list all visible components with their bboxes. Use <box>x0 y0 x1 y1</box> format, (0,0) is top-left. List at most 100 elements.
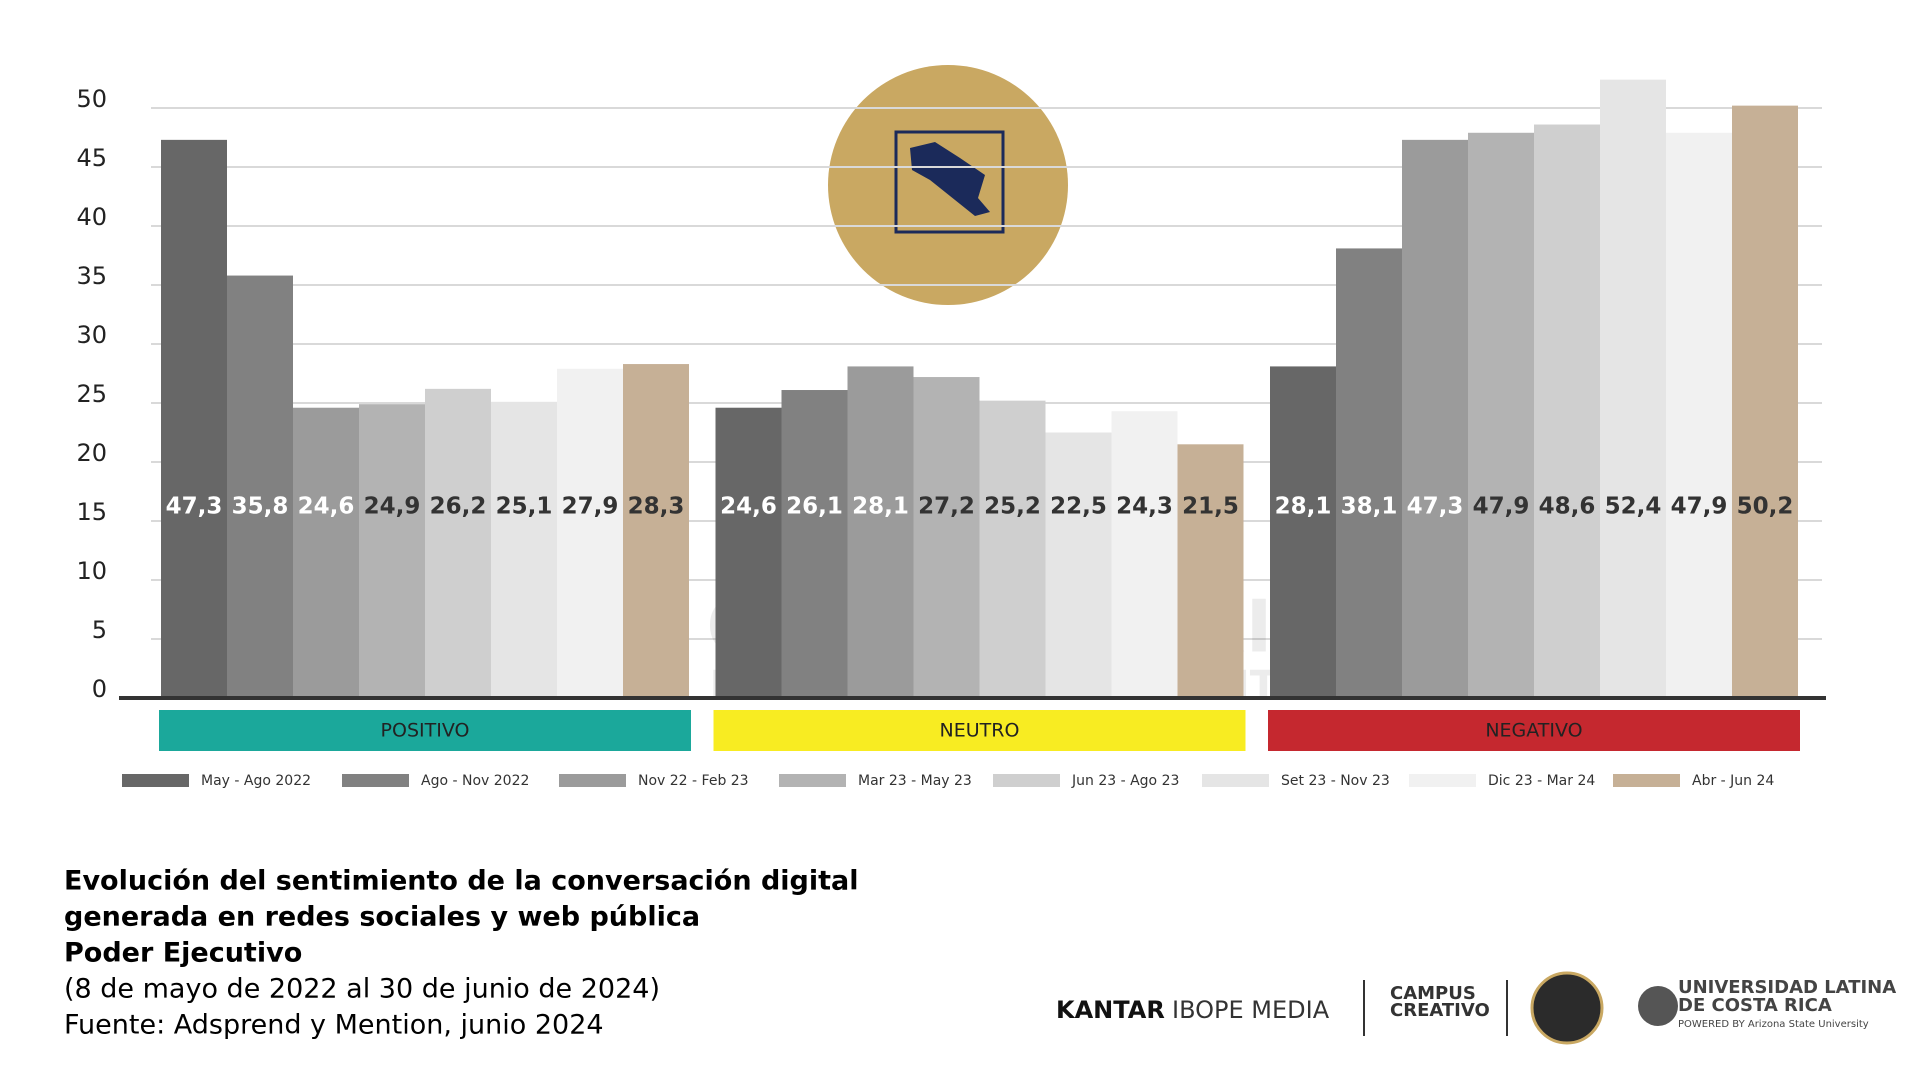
legend-swatch <box>993 774 1060 787</box>
value-label: 26,2 <box>430 494 487 520</box>
globe-icon <box>1638 986 1678 1026</box>
value-label: 50,2 <box>1737 494 1794 520</box>
bar <box>1600 79 1666 699</box>
bar <box>293 407 359 698</box>
title-line: generada en redes sociales y web pública <box>64 902 700 933</box>
value-label: 52,4 <box>1605 494 1662 520</box>
y-tick-label: 0 <box>92 675 107 703</box>
value-label: 47,9 <box>1671 494 1728 520</box>
bar <box>557 368 623 698</box>
logo-powered: POWERED BY Arizona State University <box>1678 1019 1869 1030</box>
bar <box>1732 105 1798 698</box>
category-label: NEGATIVO <box>1485 720 1582 742</box>
y-tick-label: 5 <box>92 616 107 644</box>
title-line: Poder Ejecutivo <box>64 938 302 969</box>
subtitle-line: (8 de mayo de 2022 al 30 de junio de 202… <box>64 974 660 1005</box>
logo-ulatina: UNIVERSIDAD LATINA <box>1678 977 1896 998</box>
value-label: 26,1 <box>786 494 843 520</box>
plot: 05101520253035404550OBSERVATORIODE COMUN… <box>76 79 1826 789</box>
legend-label: Abr - Jun 24 <box>1692 773 1774 789</box>
legend-swatch <box>1202 774 1269 787</box>
legend-label: Set 23 - Nov 23 <box>1281 773 1390 789</box>
value-label: 28,1 <box>852 494 909 520</box>
value-label: 21,5 <box>1182 494 1239 520</box>
value-label: 27,9 <box>562 494 619 520</box>
bar <box>1111 411 1178 698</box>
logo-kantar: KANTAR <box>1056 996 1165 1024</box>
badge <box>1530 971 1604 1045</box>
value-label: 28,3 <box>628 494 685 520</box>
bar <box>623 364 689 698</box>
logo-campus: CAMPUS <box>1390 983 1476 1004</box>
y-tick-label: 15 <box>76 498 107 526</box>
bar <box>1534 124 1600 698</box>
bar <box>491 401 557 698</box>
y-tick-label: 25 <box>76 380 107 408</box>
subtitle-line: Fuente: Adsprend y Mention, junio 2024 <box>64 1010 604 1041</box>
bar <box>227 275 293 698</box>
bar <box>1666 132 1732 698</box>
logo-ulatina: DE COSTA RICA <box>1678 995 1832 1016</box>
category-label: POSITIVO <box>381 720 470 742</box>
value-label: 24,6 <box>720 494 777 520</box>
bar <box>425 388 491 698</box>
legend-label: May - Ago 2022 <box>201 773 311 789</box>
legend-swatch <box>1409 774 1476 787</box>
value-label: 47,3 <box>1407 494 1464 520</box>
value-label: 24,9 <box>364 494 421 520</box>
value-label: 25,1 <box>496 494 553 520</box>
value-label: 47,3 <box>166 494 223 520</box>
category-label: NEUTRO <box>940 720 1020 742</box>
value-label: 47,9 <box>1473 494 1530 520</box>
value-label: 38,1 <box>1341 494 1398 520</box>
value-label: 24,3 <box>1116 494 1173 520</box>
bar <box>359 404 425 698</box>
value-label: 28,1 <box>1275 494 1332 520</box>
category-band <box>1268 710 1800 751</box>
bar <box>781 390 848 698</box>
legend-label: Dic 23 - Mar 24 <box>1488 773 1595 789</box>
bar <box>979 400 1046 698</box>
legend-label: Mar 23 - May 23 <box>858 773 972 789</box>
value-label: 35,8 <box>232 494 289 520</box>
footer: Evolución del sentimiento de la conversa… <box>64 866 1896 1045</box>
bar <box>1177 444 1244 698</box>
y-tick-label: 30 <box>76 321 107 349</box>
y-tick-label: 35 <box>76 262 107 290</box>
bar <box>715 407 782 698</box>
y-tick-label: 45 <box>76 144 107 172</box>
category-band <box>159 710 691 751</box>
value-label: 24,6 <box>298 494 355 520</box>
legend-swatch <box>559 774 626 787</box>
bar <box>161 139 227 699</box>
category-band <box>713 710 1246 751</box>
legend-label: Nov 22 - Feb 23 <box>638 773 749 789</box>
y-tick-label: 10 <box>76 557 107 585</box>
title-line: Evolución del sentimiento de la conversa… <box>64 866 859 897</box>
bar <box>1468 132 1534 698</box>
bar <box>1336 248 1402 699</box>
value-label: 48,6 <box>1539 494 1596 520</box>
legend-swatch <box>1613 774 1680 787</box>
y-tick-label: 20 <box>76 439 107 467</box>
logo-campus: CREATIVO <box>1390 1000 1490 1021</box>
emblem-frame <box>894 130 1005 234</box>
y-tick-label: 40 <box>76 203 107 231</box>
map-icon <box>910 142 990 216</box>
value-label: 22,5 <box>1050 494 1107 520</box>
value-label: 27,2 <box>918 494 975 520</box>
legend-label: Jun 23 - Ago 23 <box>1071 773 1179 789</box>
value-label: 25,2 <box>984 494 1041 520</box>
legend-swatch <box>342 774 409 787</box>
bar <box>1402 139 1468 699</box>
legend-swatch <box>122 774 189 787</box>
bar <box>847 366 914 698</box>
bar <box>1045 432 1112 698</box>
bar <box>913 377 980 698</box>
legend-swatch <box>779 774 846 787</box>
logo-ibope: IBOPE MEDIA <box>1172 996 1330 1024</box>
bar <box>1270 366 1336 698</box>
y-tick-label: 50 <box>76 85 107 113</box>
legend-label: Ago - Nov 2022 <box>421 773 529 789</box>
